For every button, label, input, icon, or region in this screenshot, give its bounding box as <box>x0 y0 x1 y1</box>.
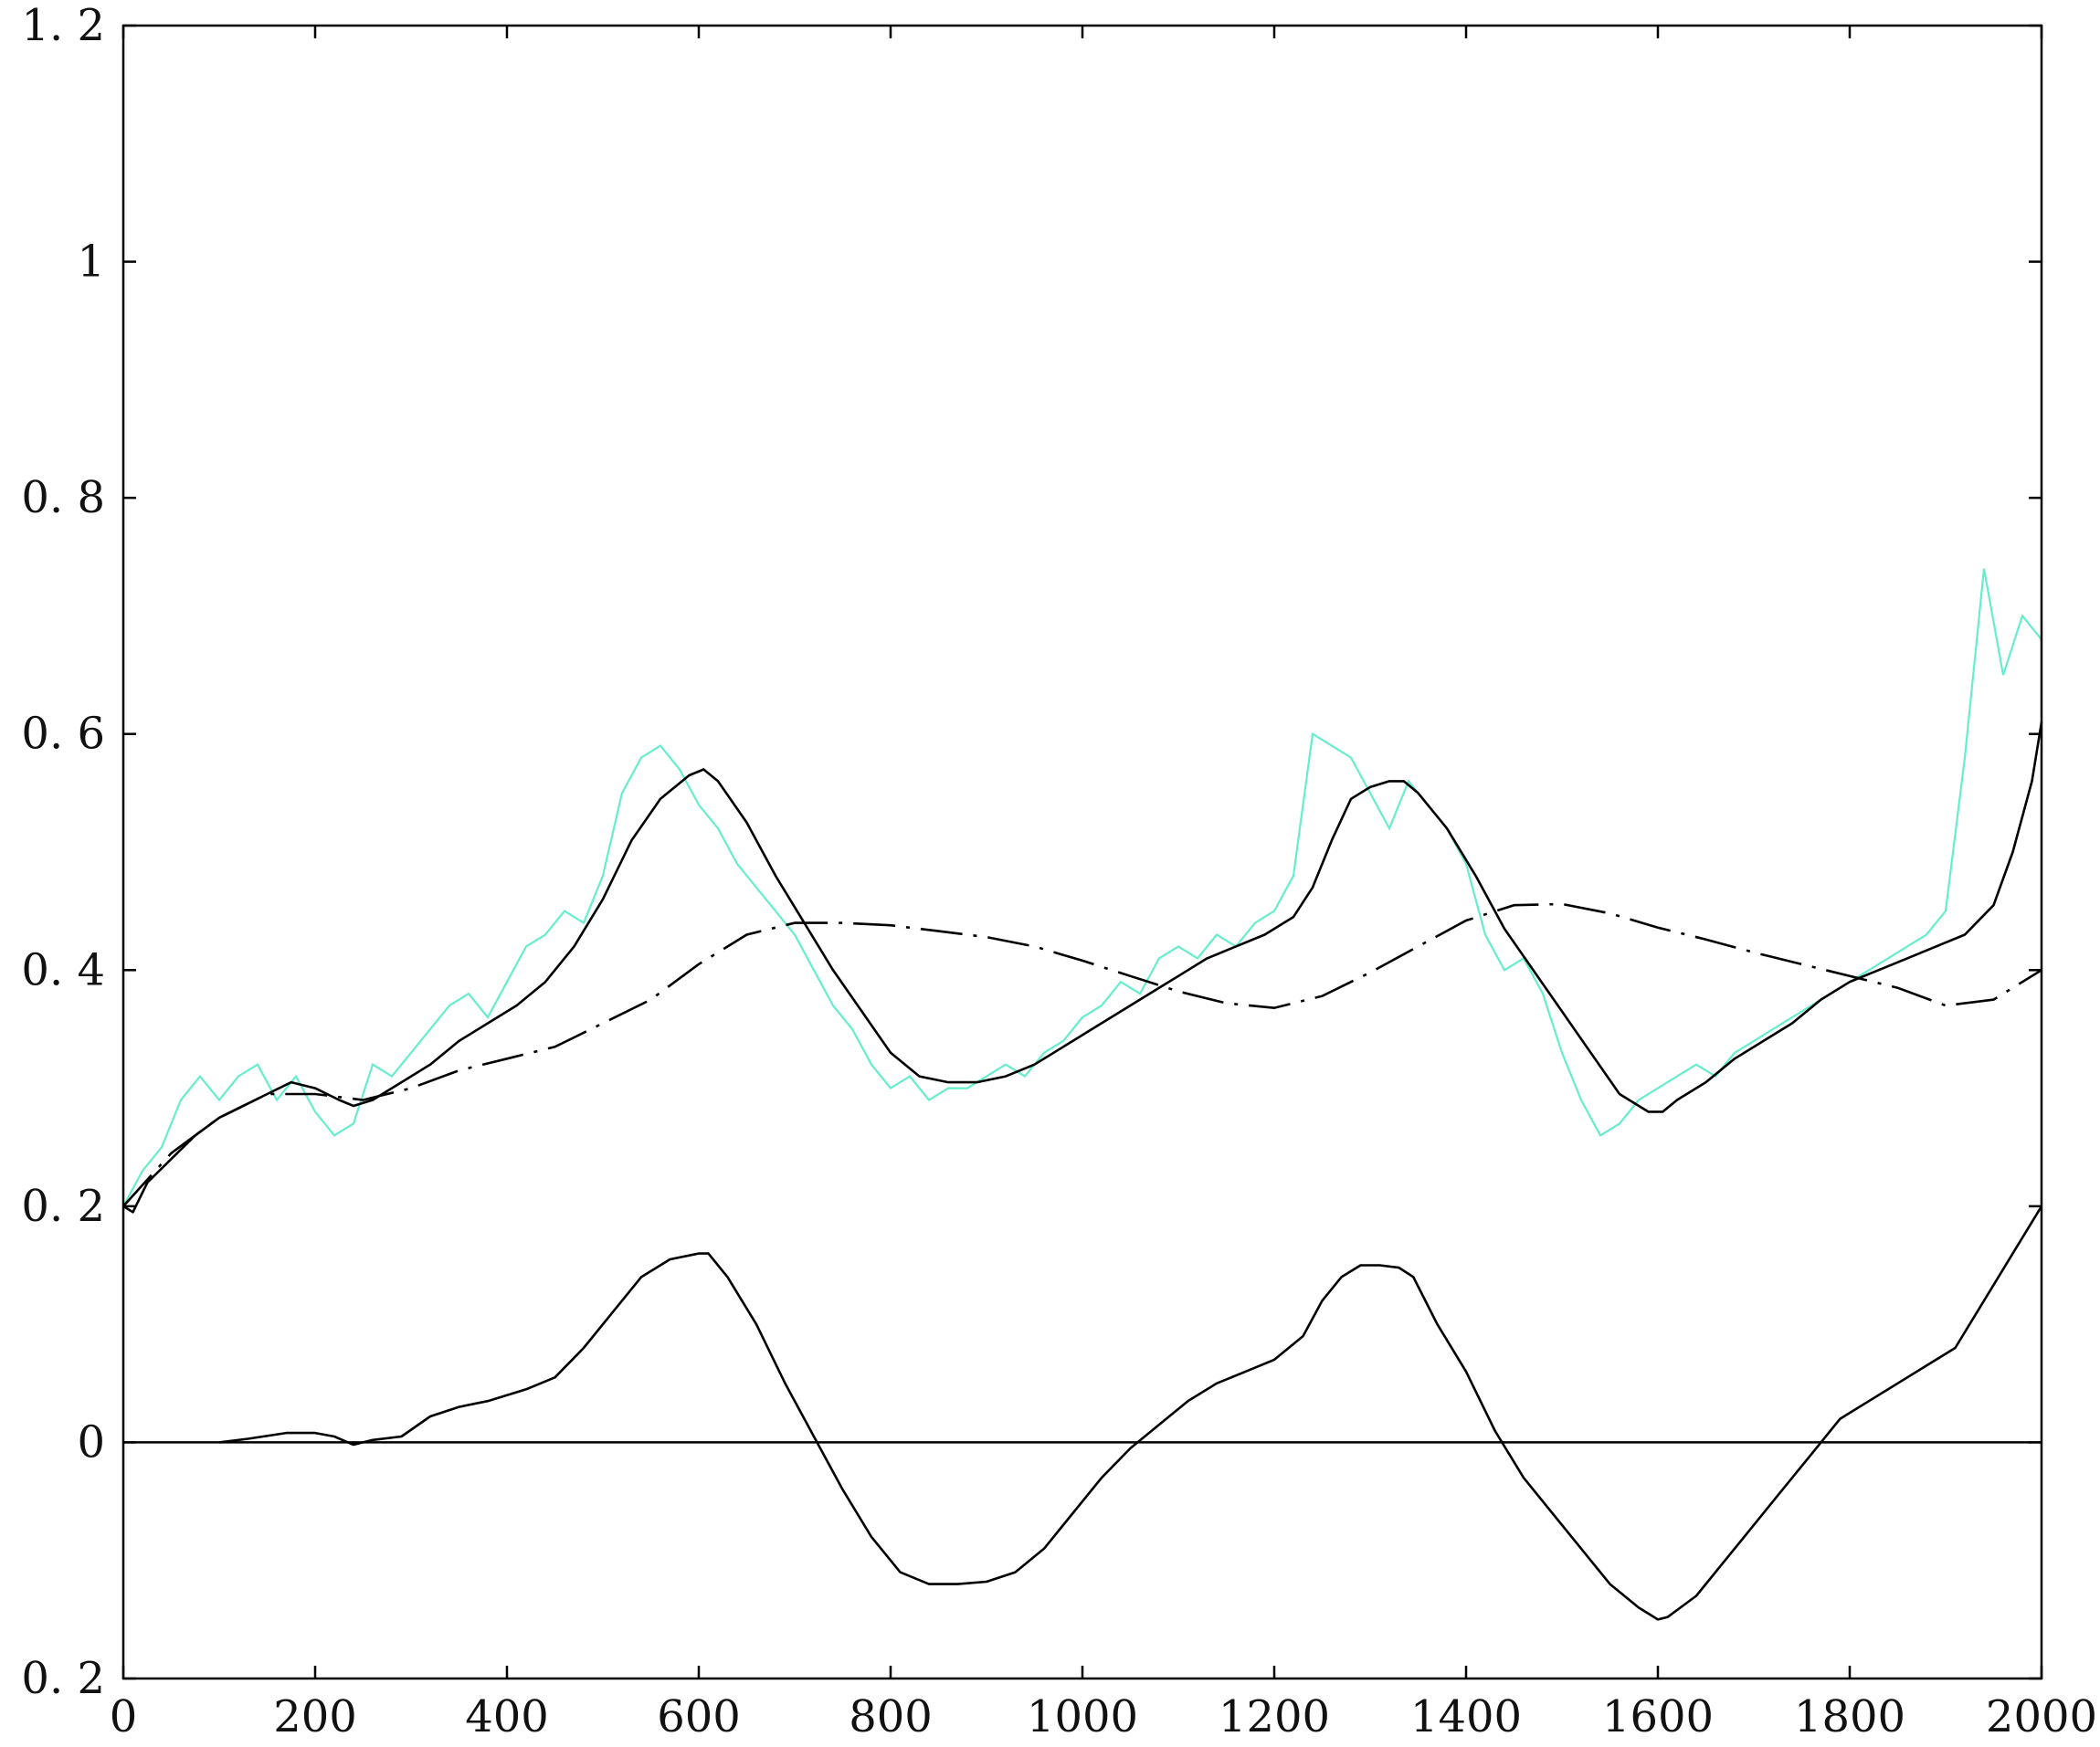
series-layer <box>122 568 2043 1621</box>
ticks-layer <box>121 24 2043 1680</box>
x-tick-label: 1200 <box>1219 1691 1330 1742</box>
series-line-trend <box>122 902 2042 1207</box>
x-tick-label: 600 <box>657 1691 741 1742</box>
y-tick-label: 0. 6 <box>21 709 105 760</box>
x-tick-label: 200 <box>273 1691 357 1742</box>
x-tick-label: 800 <box>849 1691 933 1742</box>
x-tick-label: 0 <box>110 1691 138 1742</box>
x-tick-label: 2000 <box>1986 1691 2097 1742</box>
series-line-noisy <box>122 568 2042 1207</box>
y-tick-label: 1 <box>77 237 105 288</box>
x-tick-label: 1400 <box>1410 1691 1522 1742</box>
x-tick-label: 1800 <box>1794 1691 1905 1742</box>
y-tick-label: 0. 4 <box>21 944 105 995</box>
y-tick-label: 0. 2 <box>21 1181 105 1232</box>
y-tick-label: 0. 8 <box>21 472 105 523</box>
x-tick-label: 1600 <box>1602 1691 1714 1742</box>
y-tick-label: 0. 2 <box>21 1653 105 1704</box>
x-tick-label: 1000 <box>1027 1691 1138 1742</box>
series-line-smooth <box>122 721 2043 1214</box>
y-tick-label: 1. 2 <box>21 0 105 51</box>
y-tick-label: 0 <box>77 1416 105 1468</box>
x-tick-label: 400 <box>465 1691 549 1742</box>
series-line-diff <box>218 1205 2043 1621</box>
tick-labels-layer: 0 200 400 600 800 1000 1200 1400 1600 1800 2000 0. … <box>21 0 2097 1742</box>
